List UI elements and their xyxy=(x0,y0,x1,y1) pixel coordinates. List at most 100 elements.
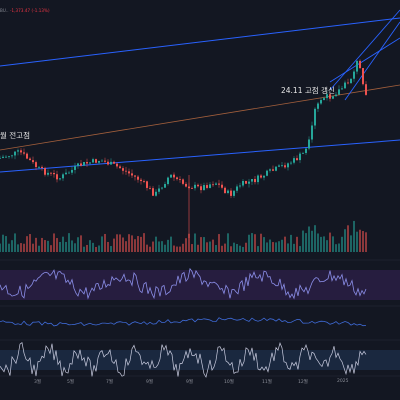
volume-bar xyxy=(299,246,301,252)
candle-body xyxy=(71,169,73,173)
candle-body xyxy=(122,168,124,171)
volume-bar xyxy=(305,233,307,252)
volume-bar xyxy=(101,236,103,252)
volume-bar xyxy=(203,237,205,252)
candle-body xyxy=(356,60,358,72)
candle-body xyxy=(197,184,199,187)
lower-channel-line[interactable] xyxy=(0,139,400,173)
candle-body xyxy=(62,174,64,179)
candle-body xyxy=(26,153,28,159)
candle-body xyxy=(191,188,193,189)
volume-bar xyxy=(122,237,124,252)
steep-line-b[interactable] xyxy=(344,21,400,101)
volume-bar xyxy=(341,236,343,252)
candle-body xyxy=(74,166,76,170)
volume-bar xyxy=(113,238,115,252)
volume-bar xyxy=(323,236,325,252)
candle-body xyxy=(314,108,316,126)
volume-bar xyxy=(332,236,334,252)
volume-bar xyxy=(47,240,49,252)
macd-line xyxy=(0,317,367,327)
volume-bar xyxy=(179,246,181,252)
volume-bar xyxy=(161,241,163,252)
candle-body xyxy=(11,155,13,157)
candle-body xyxy=(23,152,25,154)
candle-body xyxy=(77,163,79,167)
volume-series xyxy=(0,220,367,252)
candle-body xyxy=(206,185,208,188)
candle-body xyxy=(305,148,307,153)
volume-bar xyxy=(326,240,328,252)
candle-body xyxy=(104,160,106,162)
candle-body xyxy=(353,71,355,79)
volume-bar xyxy=(194,233,196,252)
volume-bar xyxy=(200,237,202,252)
candle-body xyxy=(248,181,250,184)
candle-body xyxy=(173,174,175,178)
candle-body xyxy=(218,183,220,185)
candle-body xyxy=(260,175,262,178)
rsi-line xyxy=(0,267,367,300)
volume-bar xyxy=(80,235,82,252)
candle-body xyxy=(80,163,82,166)
candle-body xyxy=(53,172,55,175)
candle-body xyxy=(254,179,256,183)
candle-body xyxy=(308,139,310,149)
volume-bar xyxy=(50,245,52,252)
candle-body xyxy=(137,176,139,180)
change-text: -1,373.47 (-1.13%) xyxy=(10,8,50,13)
volume-bar xyxy=(140,236,142,252)
candle-body xyxy=(359,60,361,69)
volume-bar xyxy=(227,233,229,252)
candle-body xyxy=(293,158,295,163)
volume-bar xyxy=(278,241,280,252)
volume-bar xyxy=(170,236,172,252)
volume-bar xyxy=(14,233,16,252)
candle-body xyxy=(203,185,205,191)
volume-bar xyxy=(308,226,310,252)
volume-bar xyxy=(74,243,76,252)
candle-body xyxy=(35,162,37,168)
candle-body xyxy=(194,184,196,189)
wedge-line[interactable] xyxy=(329,37,400,83)
candle-body xyxy=(125,170,127,172)
candle-body xyxy=(350,78,352,84)
volume-bar xyxy=(152,241,154,252)
volume-bar xyxy=(98,245,100,252)
steep-line-a[interactable] xyxy=(329,9,400,91)
upper-channel-line[interactable] xyxy=(0,17,400,67)
x-tick: 12월 xyxy=(298,380,308,385)
stoch-line xyxy=(0,341,367,378)
candle-body xyxy=(239,185,241,187)
volume-bar xyxy=(8,243,10,252)
candle-body xyxy=(221,184,223,188)
volume-bar xyxy=(119,234,121,252)
volume-bar xyxy=(245,242,247,252)
volume-bar xyxy=(356,231,358,252)
candle-body xyxy=(155,191,157,196)
volume-bar xyxy=(287,243,289,252)
volume-bar xyxy=(176,246,178,252)
volume-bar xyxy=(86,244,88,252)
candle-body xyxy=(230,190,232,196)
candle-body xyxy=(338,89,340,95)
candle-body xyxy=(107,161,109,165)
volume-bar xyxy=(191,244,193,252)
volume-bar xyxy=(68,233,70,252)
volume-bar xyxy=(236,243,238,252)
candle-body xyxy=(167,177,169,185)
candle-body xyxy=(98,160,100,163)
candle-body xyxy=(185,183,187,187)
volume-bar xyxy=(296,236,298,252)
volume-bar xyxy=(44,240,46,252)
volume-bar xyxy=(317,233,319,252)
candle-body xyxy=(182,179,184,184)
mid-orange-line[interactable] xyxy=(0,84,400,151)
volume-bar xyxy=(110,246,112,252)
candle-body xyxy=(89,162,91,164)
candle-body xyxy=(149,187,151,189)
volume-bar xyxy=(173,245,175,252)
volume-bar xyxy=(290,234,292,252)
trendlines[interactable] xyxy=(0,9,400,173)
